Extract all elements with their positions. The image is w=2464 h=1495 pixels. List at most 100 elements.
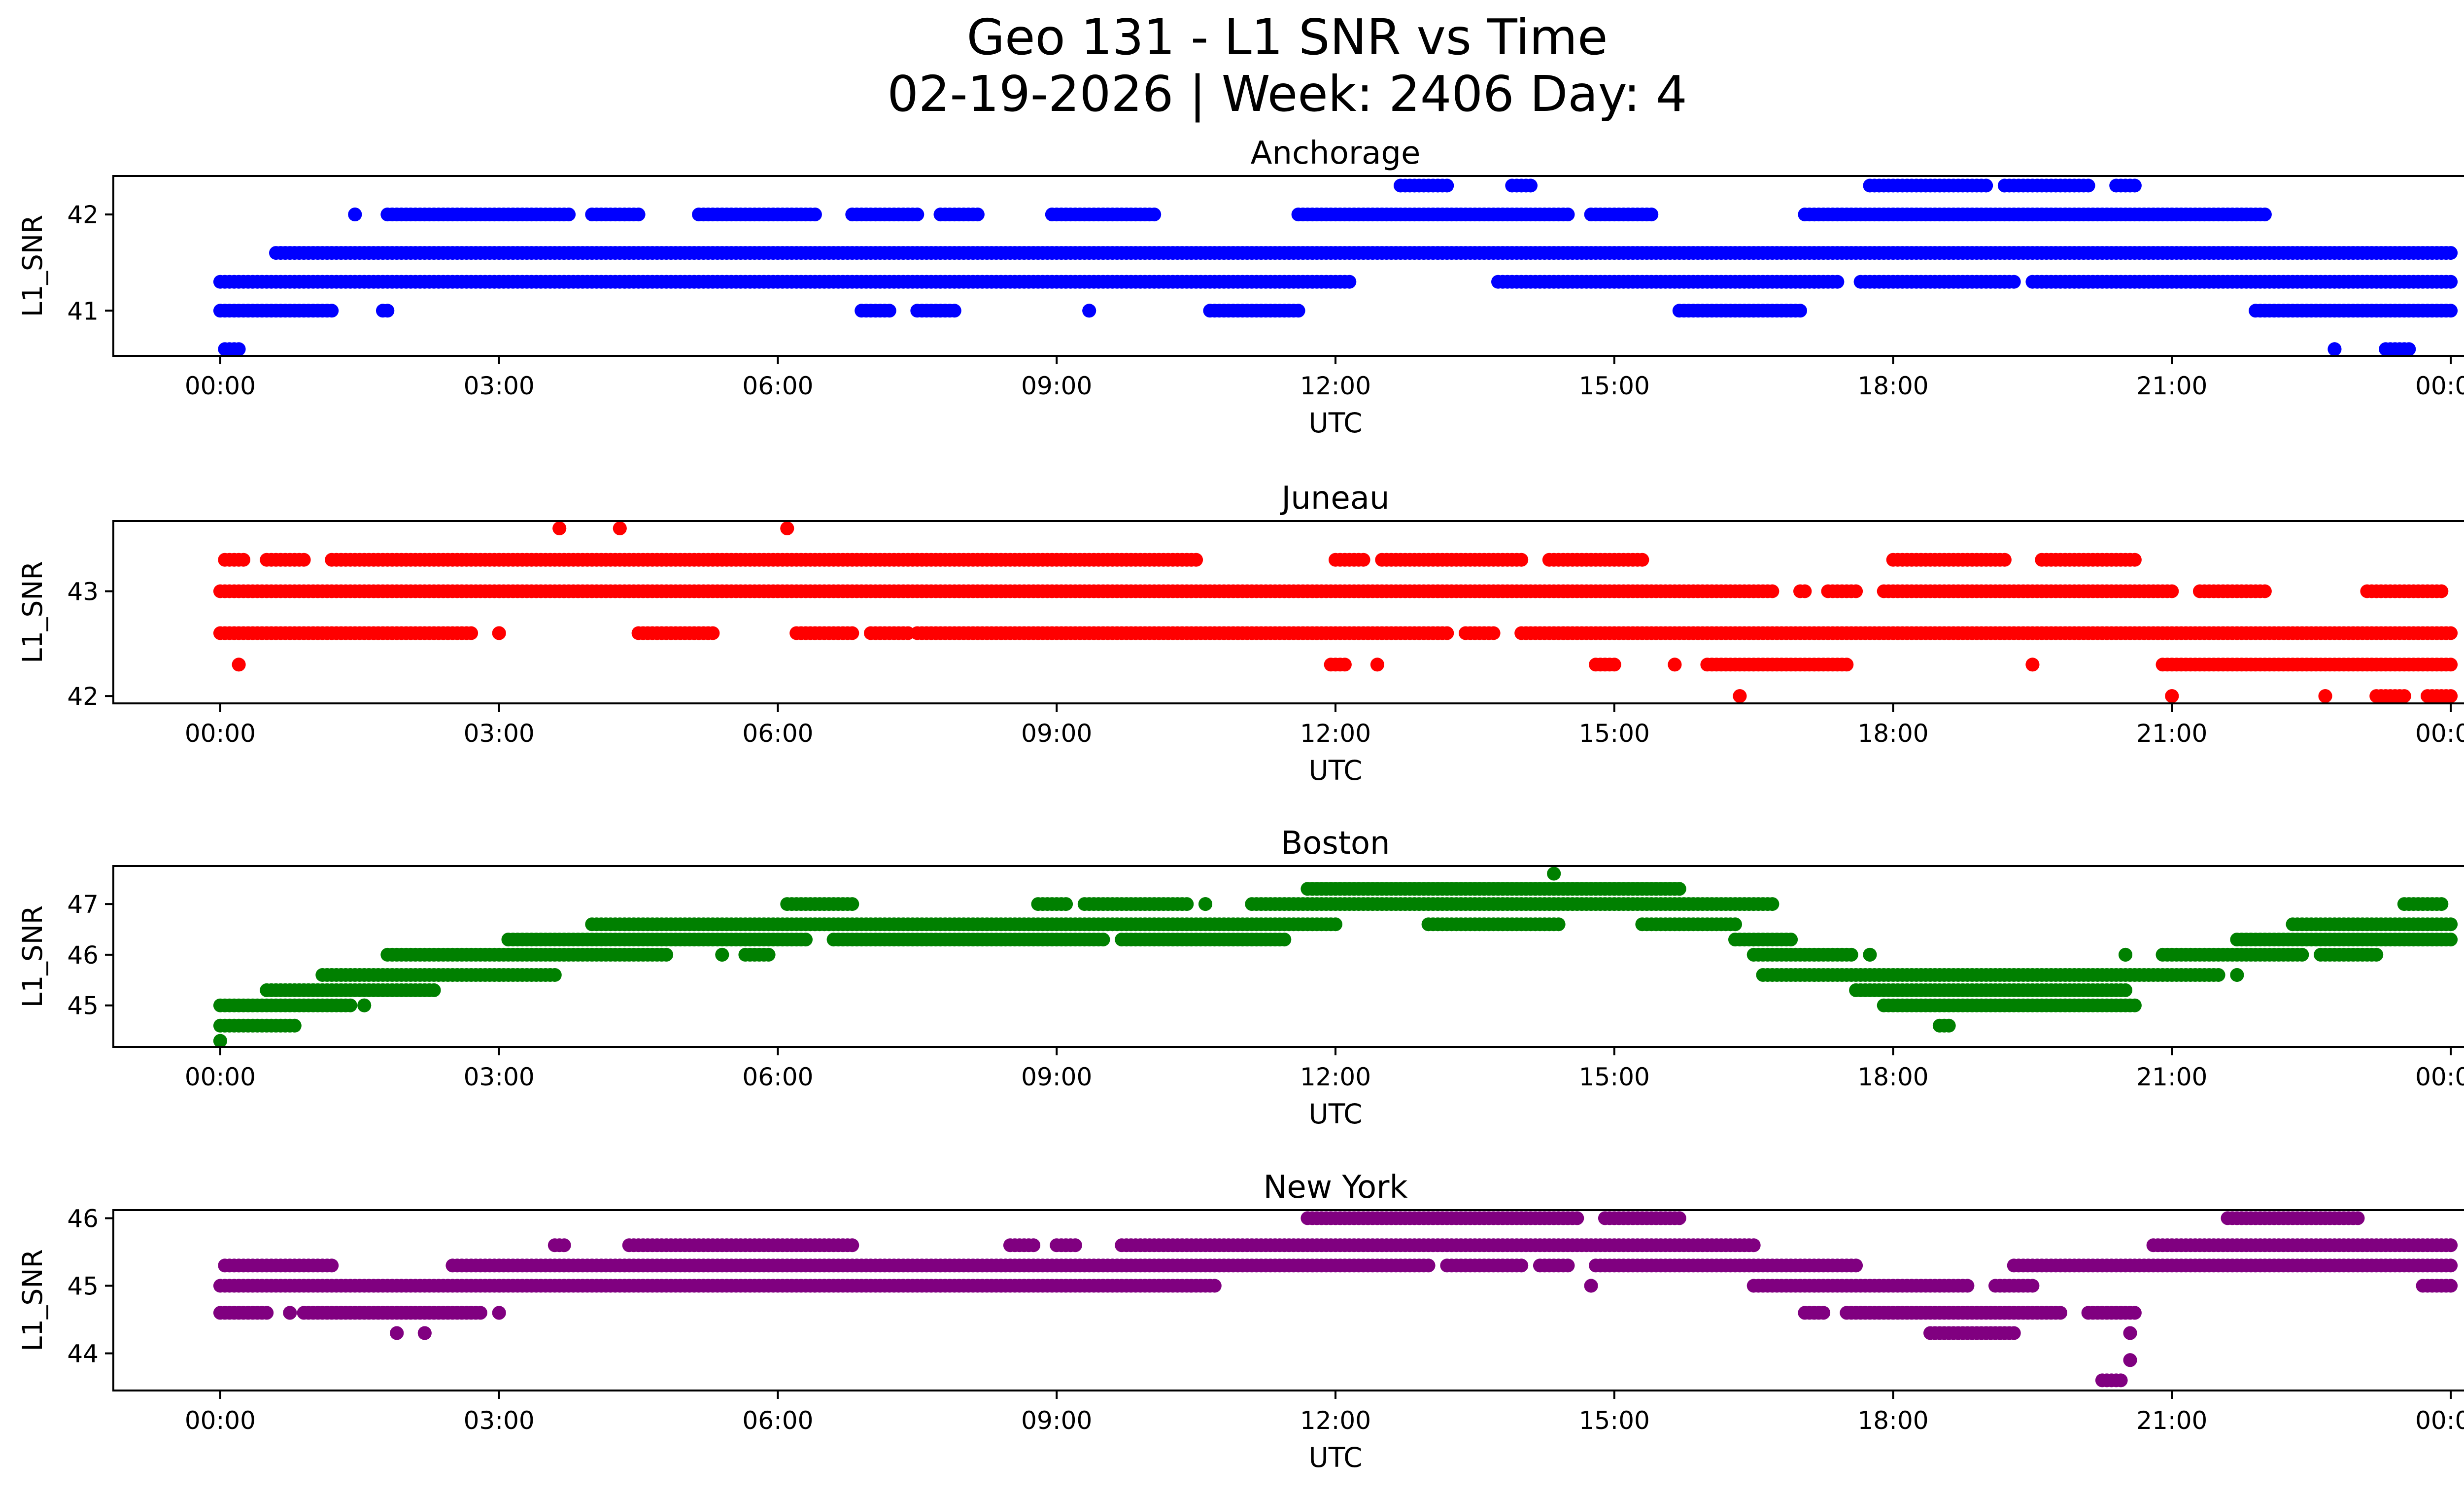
- juneau-point: [1337, 658, 1352, 672]
- juneau-point: [297, 553, 311, 567]
- anchorage-point: [2444, 304, 2458, 318]
- juneau-point: [237, 553, 250, 567]
- juneau-x-tick-label: 09:00: [1021, 719, 1092, 748]
- anchorage-point: [2007, 275, 2021, 289]
- juneau-point: [1356, 553, 1370, 567]
- boston-point: [213, 1034, 227, 1048]
- juneau-point: [1997, 553, 2012, 567]
- anchorage-plot-frame: [112, 175, 2464, 357]
- anchorage-point: [631, 208, 646, 222]
- anchorage-point: [1524, 178, 1538, 193]
- new-york-point: [417, 1326, 432, 1340]
- boston-point: [1844, 947, 1858, 962]
- boston-point: [548, 968, 562, 982]
- boston-point: [2119, 983, 2132, 997]
- juneau-point: [2165, 584, 2179, 598]
- boston-point: [1784, 933, 1798, 947]
- anchorage-x-tick-label: 00:00: [185, 372, 256, 400]
- juneau-x-tick-label: 15:00: [1579, 719, 1650, 748]
- boston-point: [1096, 933, 1110, 947]
- new-york-point: [473, 1306, 487, 1320]
- anchorage-point: [910, 208, 924, 222]
- anchorage-point: [2327, 342, 2342, 356]
- anchorage-point: [348, 208, 362, 222]
- anchorage-point: [1082, 304, 1096, 318]
- anchorage-point: [2444, 246, 2458, 260]
- juneau-point: [232, 658, 246, 672]
- anchorage-x-tick-label: 06:00: [742, 372, 813, 400]
- juneau-point: [2318, 689, 2332, 703]
- new-york-point: [492, 1306, 506, 1320]
- boston-point: [1547, 867, 1561, 881]
- boston-point: [761, 947, 776, 962]
- boston-point: [2127, 998, 2142, 1012]
- anchorage-point: [2402, 342, 2416, 356]
- boston-point: [715, 947, 729, 962]
- juneau-x-tick-label: 03:00: [464, 719, 535, 748]
- boston-x-tick-label: 21:00: [2136, 1063, 2207, 1091]
- new-york-point: [2444, 1279, 2458, 1293]
- juneau-point: [1635, 553, 1649, 567]
- boston-x-tick-label: 09:00: [1021, 1063, 1092, 1091]
- juneau-x-tick-label: 00:00: [185, 719, 256, 748]
- figure-subtitle: 02-19-2026 | Week: 2406 Day: 4: [887, 65, 1687, 123]
- boston-point: [2230, 968, 2244, 982]
- juneau-point: [613, 521, 627, 535]
- anchorage-point: [1644, 208, 1659, 222]
- juneau-y-tick-label: 42: [67, 682, 99, 711]
- boston-title: Boston: [1281, 825, 1390, 862]
- boston-point: [1277, 933, 1292, 947]
- new-york-point: [1027, 1238, 1041, 1252]
- juneau-point: [1514, 553, 1529, 567]
- juneau-points: [213, 521, 2458, 703]
- anchorage-point: [1291, 304, 1305, 318]
- anchorage-point: [1830, 275, 1845, 289]
- new-york-point: [2127, 1306, 2142, 1320]
- boston-point: [1329, 917, 1342, 932]
- juneau-point: [706, 626, 720, 640]
- anchorage-point: [970, 208, 985, 222]
- boston-x-tick-label: 18:00: [1858, 1063, 1929, 1091]
- anchorage-point: [808, 208, 822, 222]
- boston-x-tick-label: 15:00: [1579, 1063, 1650, 1091]
- anchorage-point: [562, 208, 576, 222]
- new-york-point: [1584, 1279, 1598, 1293]
- new-york-point: [1816, 1306, 1831, 1320]
- boston-y-axis-label: L1_SNR: [17, 905, 48, 1008]
- new-york-point: [283, 1306, 297, 1320]
- figure-title: Geo 131 - L1 SNR vs Time: [967, 8, 1608, 66]
- juneau-x-tick-label: 12:00: [1300, 719, 1371, 748]
- anchorage-point: [947, 304, 961, 318]
- new-york-point: [260, 1306, 274, 1320]
- new-york-point: [2053, 1306, 2067, 1320]
- boston-x-tick-label: 03:00: [464, 1063, 535, 1091]
- juneau-point: [1440, 626, 1454, 640]
- boston-x-tick-label: 00:00: [185, 1063, 256, 1091]
- juneau-point: [1798, 584, 1812, 598]
- anchorage-x-tick-label: 00:00: [2415, 372, 2464, 400]
- juneau-point: [2434, 584, 2449, 598]
- juneau-x-tick-label: 21:00: [2136, 719, 2207, 748]
- new-york-point: [1207, 1279, 1222, 1293]
- juneau-point: [464, 626, 479, 640]
- new-york-point: [2123, 1353, 2137, 1367]
- anchorage-point: [1342, 275, 1357, 289]
- boston-point: [2444, 917, 2458, 932]
- anchorage-point: [1440, 178, 1454, 193]
- boston-point: [1863, 947, 1877, 962]
- boston-y-tick-label: 46: [67, 941, 99, 970]
- boston-point: [1942, 1018, 1956, 1033]
- anchorage-point: [380, 304, 395, 318]
- new-york-point: [845, 1238, 859, 1252]
- anchorage-x-tick-label: 12:00: [1300, 372, 1371, 400]
- new-york-point: [2114, 1373, 2128, 1388]
- boston-y-tick-label: 47: [67, 890, 99, 919]
- anchorage-point: [325, 304, 339, 318]
- boston-point: [2444, 933, 2458, 947]
- anchorage-point: [2258, 208, 2272, 222]
- anchorage-x-axis-label: UTC: [1308, 407, 1362, 439]
- juneau-point: [492, 626, 506, 640]
